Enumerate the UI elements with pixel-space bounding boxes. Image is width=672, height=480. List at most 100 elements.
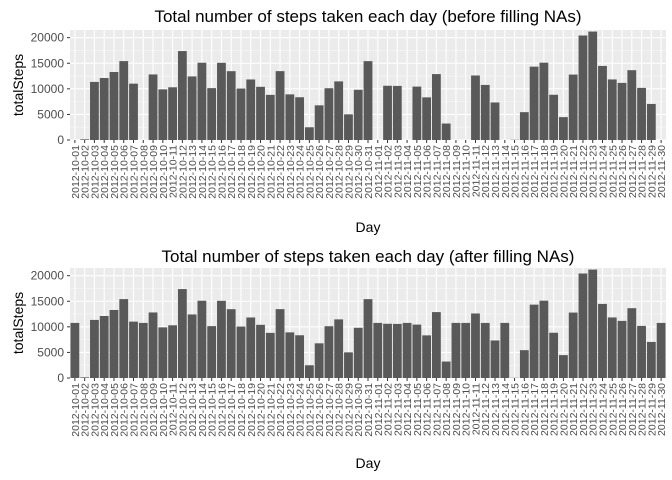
bar	[539, 62, 549, 140]
bar	[256, 86, 265, 140]
x-tick-label: 2012-11-13	[490, 383, 502, 436]
bar	[656, 322, 666, 378]
x-tick-label: 2012-11-30	[656, 145, 668, 198]
y-tick-label: 5000	[37, 107, 64, 121]
y-tick-labels: 0 5000 10000 15000 20000	[31, 31, 70, 147]
x-tick-label: 2012-11-18	[539, 145, 551, 198]
bar	[568, 312, 578, 378]
x-tick-label: 2012-11-12	[480, 383, 492, 436]
x-tick-label: 2012-10-15	[207, 383, 219, 437]
x-tick-label: 2012-11-15	[510, 145, 522, 198]
bar	[324, 88, 334, 140]
bar	[187, 314, 197, 378]
bar	[304, 127, 314, 140]
bar	[314, 343, 324, 378]
bar	[275, 71, 285, 140]
bar	[490, 340, 500, 378]
x-tick-label: 2012-11-06	[422, 145, 434, 198]
bar	[187, 76, 197, 140]
bar	[383, 323, 392, 378]
bar	[539, 300, 549, 378]
x-tick-label: 2012-11-15	[510, 383, 522, 436]
x-tick-label: 2012-10-26	[314, 145, 326, 199]
y-tick-label: 20000	[31, 31, 65, 45]
bar	[197, 300, 207, 378]
x-tick-label: 2012-10-27	[324, 145, 336, 199]
bar	[226, 309, 236, 378]
bar	[246, 317, 256, 378]
bar	[627, 70, 637, 140]
bar	[598, 65, 607, 140]
bar	[441, 123, 451, 140]
x-tick-label: 2012-11-19	[549, 383, 561, 436]
bar	[529, 66, 539, 140]
bar	[324, 326, 334, 378]
x-tick-label: 2012-11-20	[558, 383, 570, 436]
x-tick-label: 2012-10-28	[334, 145, 346, 199]
bar	[129, 83, 138, 140]
x-tick-label: 2012-11-07	[431, 145, 443, 198]
bar	[646, 103, 656, 140]
bar	[226, 71, 236, 140]
x-tick-label: 2012-10-13	[187, 145, 199, 199]
bar	[256, 324, 265, 378]
x-tick-label: 2012-10-01	[70, 145, 82, 199]
bar	[588, 31, 598, 140]
x-tick-label: 2012-10-20	[256, 383, 268, 437]
x-tick-label: 2012-11-16	[519, 383, 531, 436]
x-tick-label: 2012-11-18	[539, 383, 551, 436]
y-tick-label: 15000	[31, 56, 65, 70]
x-tick-label: 2012-11-03	[392, 145, 404, 198]
x-tick-label: 2012-11-19	[549, 145, 561, 198]
chart-title: Total number of steps taken each day (af…	[162, 247, 575, 266]
bar	[519, 350, 529, 378]
bar	[158, 89, 168, 140]
bar	[314, 105, 324, 140]
y-tick-label: 0	[57, 133, 64, 147]
x-tick-label: 2012-10-08	[138, 145, 150, 199]
bar	[559, 117, 568, 140]
bar	[285, 94, 295, 140]
bar	[236, 326, 246, 378]
x-tick-label: 2012-10-17	[226, 383, 238, 437]
bar	[295, 335, 305, 378]
x-tick-label: 2012-11-14	[500, 145, 512, 198]
x-tick-label: 2012-11-23	[588, 145, 600, 198]
bar	[304, 365, 314, 378]
x-tick-label: 2012-11-26	[617, 383, 629, 436]
bar	[217, 300, 226, 378]
bar	[275, 309, 285, 378]
x-tick-label: 2012-10-30	[353, 145, 365, 199]
bar	[549, 94, 559, 140]
x-tick-label: 2012-11-02	[383, 383, 395, 436]
x-tick-label: 2012-11-24	[597, 383, 609, 436]
bar	[431, 74, 441, 140]
x-tick-label: 2012-10-29	[343, 383, 355, 437]
bar	[217, 62, 226, 140]
bar	[383, 85, 392, 140]
bar	[422, 335, 432, 378]
bar	[363, 61, 373, 140]
x-tick-label: 2012-10-04	[99, 145, 111, 199]
x-axis-title: Day	[356, 219, 381, 235]
bar	[246, 79, 256, 140]
x-tick-label: 2012-10-10	[158, 383, 170, 437]
bar	[578, 273, 588, 378]
x-tick-label: 2012-10-22	[275, 145, 287, 199]
bar	[529, 304, 539, 378]
chart-title: Total number of steps taken each day (be…	[154, 7, 581, 26]
x-tick-label: 2012-11-16	[519, 145, 531, 198]
x-tick-label: 2012-10-12	[177, 383, 189, 437]
x-tick-label: 2012-10-27	[324, 383, 336, 437]
x-tick-label: 2012-10-09	[148, 383, 160, 437]
x-tick-label: 2012-10-30	[353, 383, 365, 437]
bar	[148, 74, 158, 140]
bar	[500, 322, 510, 378]
x-tick-label: 2012-11-08	[441, 383, 453, 436]
x-tick-label: 2012-11-03	[392, 383, 404, 436]
bar	[265, 332, 275, 378]
x-tick-label: 2012-10-21	[265, 383, 277, 437]
x-tick-label: 2012-10-13	[187, 383, 199, 437]
bar	[109, 71, 119, 140]
